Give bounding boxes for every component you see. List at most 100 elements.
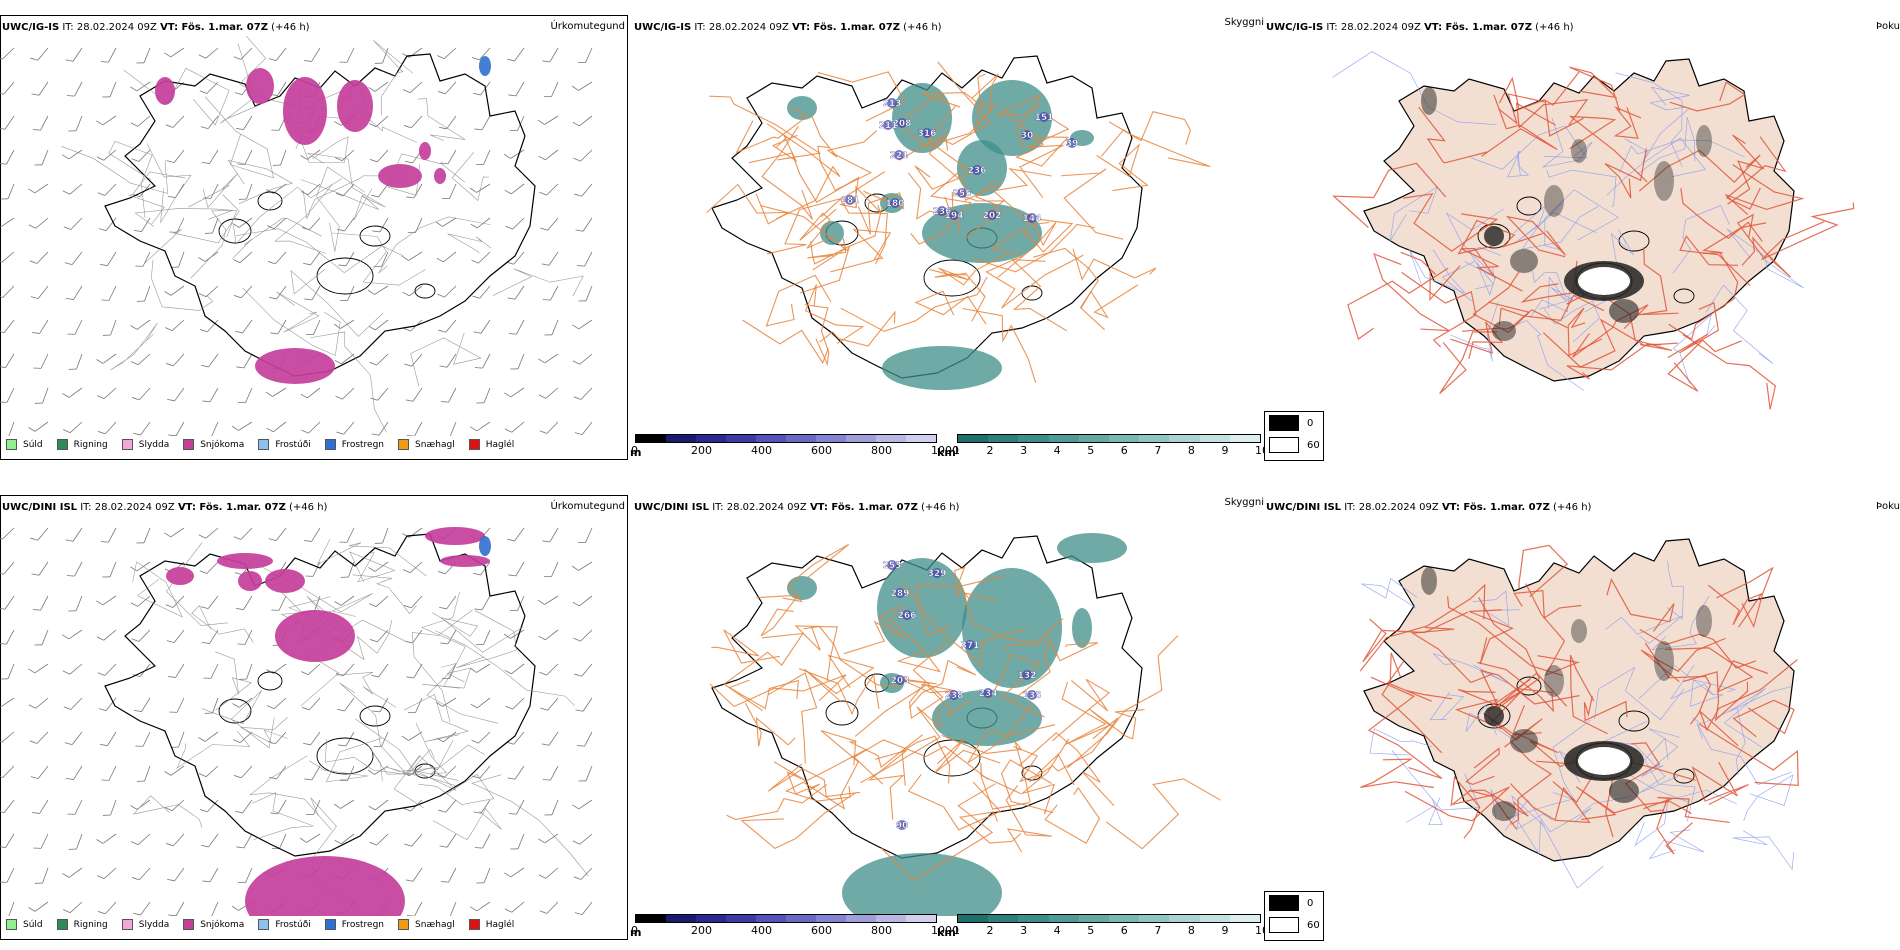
wind-barb [573, 149, 593, 162]
wind-barb [576, 251, 593, 267]
wind-barb [0, 629, 15, 645]
road-line [1518, 544, 1569, 598]
road-line [807, 237, 847, 271]
road-line [1401, 271, 1477, 348]
wind-barb [401, 251, 423, 261]
road-line [766, 198, 842, 255]
wind-barb [169, 697, 185, 713]
cloud-base-dot [1039, 112, 1049, 122]
fog-key-row: 0 [1265, 892, 1323, 914]
road-line [1432, 653, 1509, 684]
panel-header: UWC/DINI ISL IT: 28.02.2024 09Z VT: Fös.… [2, 502, 328, 513]
wind-barb [165, 595, 185, 608]
wind-barb [62, 387, 83, 398]
wind-barb [166, 629, 185, 643]
road-line [907, 774, 1002, 831]
legend-item: Haglél [468, 439, 514, 450]
snow-area [217, 553, 273, 569]
fog-key-row: 60 [1265, 914, 1323, 936]
iceland-map [1332, 51, 1855, 410]
colorbar-tick-label: 8 [1187, 444, 1195, 457]
wind-barb [0, 183, 15, 200]
wind-barb [471, 731, 491, 744]
snow-area [255, 348, 335, 384]
road-line [1457, 672, 1568, 707]
wind-barb [440, 629, 457, 645]
wind-barb [232, 217, 253, 228]
wind-barb [336, 421, 355, 435]
legend-swatch [183, 439, 195, 450]
wind-barb [237, 867, 253, 884]
road-line [307, 152, 386, 208]
wind-barb [165, 833, 185, 847]
legend-label: Snjókoma [200, 439, 245, 450]
legend-item: Snjókoma [183, 439, 244, 450]
wind-barbs [0, 47, 593, 436]
cloud-base-label: 211 [879, 121, 898, 131]
wind-barb [368, 319, 389, 331]
glacier-outline [218, 698, 252, 724]
road-line [773, 761, 820, 795]
wind-barb [441, 183, 457, 200]
wind-barb [439, 833, 457, 848]
legend-label: Rigning [73, 439, 108, 450]
road-line [1460, 247, 1523, 292]
wind-barb [28, 663, 49, 674]
wind-barb [170, 731, 185, 748]
wind-barb [370, 387, 389, 401]
wind-barb [96, 353, 117, 364]
road-line [1682, 334, 1777, 410]
wind-barb [199, 319, 219, 333]
road-line [1604, 148, 1647, 199]
cloud-base-label: 203 [891, 676, 910, 686]
road-line [1716, 566, 1774, 629]
fog-risk-area [1654, 161, 1674, 201]
fog-key-row2: 0 60 [1264, 891, 1324, 941]
wind-barb [199, 561, 219, 574]
wind-barb [100, 527, 117, 543]
colorbar-cell [1018, 915, 1049, 922]
road-line [782, 543, 850, 603]
cloud-base-dot [897, 820, 907, 830]
height-unit: m [630, 446, 642, 459]
road-line [378, 216, 491, 274]
wind-barb [31, 799, 49, 814]
wind-barb [31, 561, 49, 576]
cloud-base-label: 208 [893, 119, 912, 129]
glacier-outline [923, 259, 981, 297]
road-line [308, 175, 406, 214]
road-line [735, 106, 809, 154]
road-line [123, 67, 230, 126]
road-line [1381, 652, 1443, 754]
road-line [1521, 202, 1599, 250]
road-line [1669, 81, 1746, 112]
panel-title: Þokuábendi [1876, 501, 1900, 512]
wind-barb [476, 867, 491, 884]
wind-barb [537, 595, 559, 605]
road-line [1468, 789, 1529, 830]
road-line [761, 125, 814, 220]
low-cloud-area [882, 346, 1002, 390]
wind-barb [577, 47, 593, 64]
wind-barb [236, 833, 253, 849]
colorbar-tick-label: 400 [751, 924, 772, 937]
road-line [929, 253, 1007, 286]
wind-barb [340, 561, 355, 578]
legend-swatch [398, 919, 410, 930]
road-line [798, 668, 880, 716]
glacier-outline [1516, 196, 1542, 216]
wind-barb [34, 629, 49, 646]
legend-label: Súld [23, 919, 43, 930]
precip-type-map [0, 527, 593, 916]
wind-barb [337, 217, 355, 232]
road-line [492, 268, 584, 297]
wind-barb [508, 81, 525, 97]
road-line [766, 123, 841, 220]
cloud-base-label: 221 [890, 151, 909, 161]
road-line [709, 674, 847, 708]
wind-barb [544, 319, 559, 336]
cloud-base-dot [845, 195, 855, 205]
wind-barb [372, 697, 389, 713]
wind-barb [504, 867, 525, 878]
